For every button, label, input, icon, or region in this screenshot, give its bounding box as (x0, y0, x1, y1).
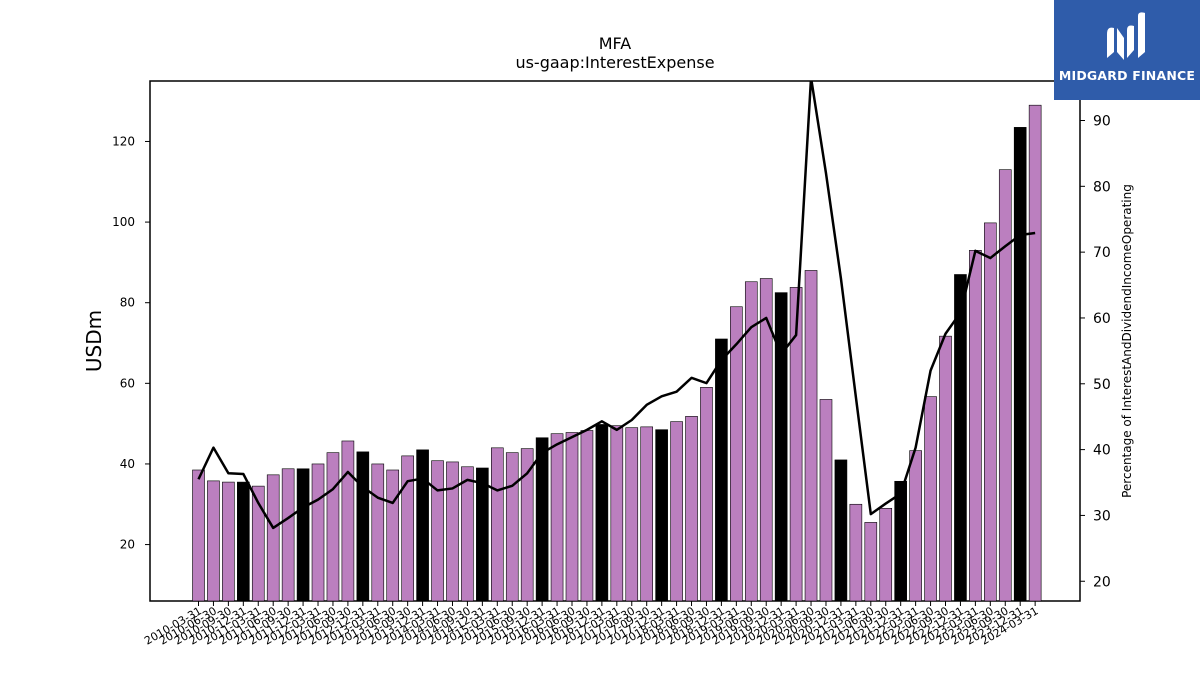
bar-2022-03-31 (909, 450, 922, 602)
bar-2021-03-31 (849, 503, 863, 602)
line-series-percentage (197, 81, 1036, 530)
bar-2015-03-31 (490, 447, 504, 602)
bar-2015-12-31 (535, 437, 549, 602)
bar-2015-06-30 (505, 452, 519, 602)
y-axis-left: 20 40 60 80 100 120 (112, 134, 150, 552)
y-tick-label-100: 100 (112, 215, 135, 229)
bars-layer (192, 104, 1042, 602)
bar-2022-06-30 (924, 396, 937, 602)
bar-2012-09-30 (341, 440, 355, 602)
chart-subtitle: us-gaap:InterestExpense (515, 53, 714, 72)
y2-tick-label-50: 50 (1093, 377, 1111, 393)
bar-2023-12-31 (1013, 127, 1027, 602)
bar-2013-03-31 (371, 463, 385, 602)
y2-tick-label-20: 20 (1093, 574, 1111, 590)
bar-2010-03-31 (192, 469, 205, 602)
bar-2018-12-31 (715, 338, 728, 602)
bar-2016-12-31 (595, 424, 609, 602)
y2-tick-label-60: 60 (1093, 311, 1111, 327)
bar-2023-09-30 (998, 169, 1012, 602)
y2-tick-label-30: 30 (1093, 508, 1111, 524)
bar-2023-06-30 (984, 222, 997, 602)
y-tick-label-120: 120 (112, 134, 135, 148)
bar-2019-06-30 (744, 281, 758, 602)
y-tick-label-80: 80 (120, 296, 135, 310)
bar-2016-03-31 (550, 433, 564, 602)
y-axis-right: 20 30 40 50 60 70 80 90 (1080, 113, 1111, 590)
y-tick-label-40: 40 (120, 457, 135, 471)
bar-2018-09-30 (700, 387, 713, 602)
bar-2013-06-30 (386, 469, 400, 602)
midgard-logo-icon (1107, 12, 1145, 60)
bar-2017-03-31 (610, 425, 624, 602)
y2-tick-label-90: 90 (1093, 113, 1111, 129)
bar-2013-12-31 (416, 449, 429, 602)
bar-2020-12-31 (834, 459, 848, 602)
bar-2011-06-30 (266, 474, 280, 602)
bar-2016-09-30 (580, 430, 594, 602)
y-tick-label-60: 60 (120, 376, 135, 390)
bar-2022-09-30 (939, 335, 952, 602)
y2-tick-label-80: 80 (1093, 179, 1111, 195)
bar-2012-12-31 (356, 451, 370, 602)
bar-2017-06-30 (625, 427, 639, 602)
bar-2019-03-31 (730, 306, 743, 602)
bar-2018-06-30 (685, 416, 698, 602)
bar-2023-03-31 (969, 250, 982, 602)
bar-2021-09-30 (879, 507, 893, 602)
bar-2014-03-31 (431, 460, 444, 602)
bar-2014-12-31 (476, 467, 489, 602)
bar-2013-09-30 (401, 455, 414, 602)
line-layer (197, 81, 1036, 530)
bar-2016-06-30 (565, 432, 579, 602)
bar-2011-09-30 (281, 468, 295, 602)
bar-2011-12-31 (296, 468, 310, 602)
y2-axis-label: Percentage of InterestAndDividendIncomeO… (1120, 184, 1134, 498)
x-axis: 2010-03-312010-06-302010-09-302010-12-31… (142, 601, 1041, 648)
y-axis-label: USDm (82, 310, 106, 372)
chart-title: MFA (599, 34, 632, 53)
bar-2024-03-31 (1028, 104, 1042, 602)
bar-2021-06-30 (864, 522, 878, 602)
bar-2014-06-30 (446, 461, 459, 602)
logo-text: MIDGARD FINANCE (1058, 68, 1196, 83)
bar-2022-12-31 (954, 274, 967, 602)
bar-2010-12-31 (237, 481, 250, 602)
brand-logo: MIDGARD FINANCE (1054, 0, 1200, 100)
bar-2021-12-31 (894, 480, 907, 602)
y2-tick-label-70: 70 (1093, 245, 1111, 261)
bar-2014-09-30 (461, 466, 474, 602)
bar-2010-06-30 (207, 480, 220, 602)
bar-2018-03-31 (670, 421, 683, 602)
bar-2020-06-30 (804, 270, 818, 602)
y2-tick-label-40: 40 (1093, 443, 1111, 459)
plot-area (149, 80, 1081, 602)
bar-2010-09-30 (222, 481, 235, 602)
bar-2017-12-31 (655, 429, 668, 602)
bar-2017-09-30 (640, 426, 654, 602)
bar-2012-03-31 (311, 463, 325, 602)
y-tick-label-20: 20 (120, 538, 135, 552)
bar-2020-09-30 (819, 399, 833, 602)
bar-2019-12-31 (774, 292, 788, 602)
bar-2012-06-30 (326, 452, 340, 602)
